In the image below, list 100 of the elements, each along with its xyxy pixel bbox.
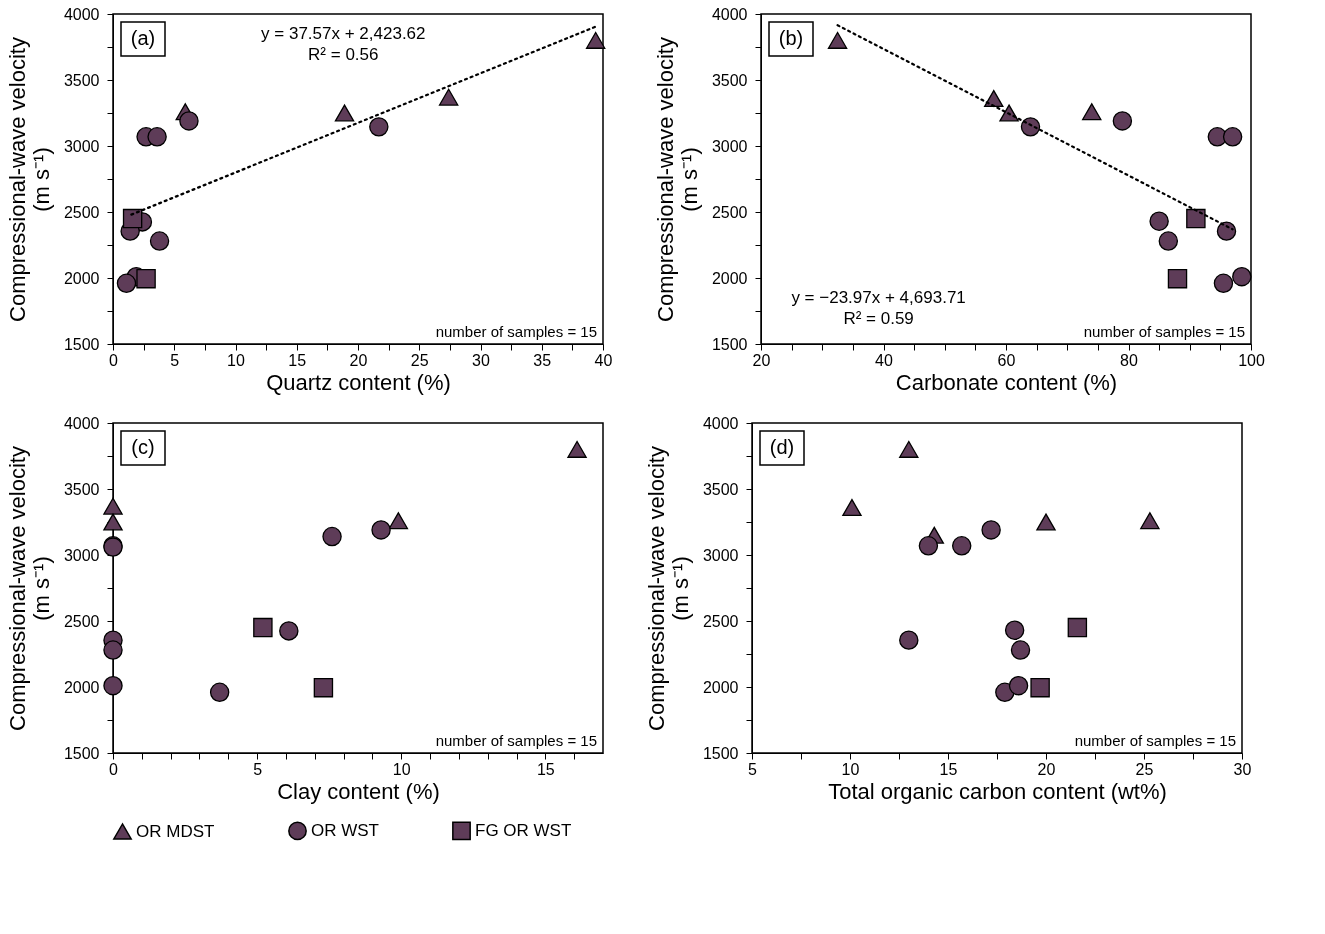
point bbox=[279, 621, 299, 641]
point bbox=[827, 31, 848, 49]
y-axis-title: Compressional-wave velocity (m s⁻¹) bbox=[4, 446, 54, 731]
y-axis-title: Compressional-wave velocity (m s⁻¹) bbox=[4, 37, 54, 322]
y-axis-title: Compressional-wave velocity (m s⁻¹) bbox=[643, 446, 693, 731]
point bbox=[918, 536, 939, 556]
y-tick-label: 3000 bbox=[63, 137, 100, 155]
y-tick-label: 2500 bbox=[63, 203, 100, 221]
annotation: R² = 0.56 bbox=[308, 45, 379, 65]
x-tick-label: 80 bbox=[1120, 351, 1138, 369]
point bbox=[1232, 266, 1252, 287]
y-tick-label: 2500 bbox=[702, 612, 739, 630]
y-tick-label: 3500 bbox=[63, 71, 100, 89]
x-axis-title: Clay content (%) bbox=[277, 778, 440, 804]
y-tick-label: 4000 bbox=[711, 5, 748, 23]
x-axis-title: Total organic carbon content (wt%) bbox=[828, 778, 1167, 804]
x-tick-label: 100 bbox=[1238, 351, 1265, 369]
point bbox=[371, 520, 391, 540]
x-tick-label: 5 bbox=[253, 760, 263, 778]
point bbox=[1213, 273, 1234, 293]
annotation: y = 37.57x + 2,423.62 bbox=[261, 23, 426, 43]
annotation: (b) bbox=[778, 27, 804, 49]
y-tick-label: 2500 bbox=[63, 612, 100, 630]
point bbox=[1036, 513, 1056, 531]
point bbox=[103, 513, 123, 531]
point bbox=[313, 677, 334, 698]
annotation: (d) bbox=[769, 436, 795, 458]
point bbox=[951, 536, 972, 556]
y-tick-label: 3000 bbox=[702, 546, 739, 564]
x-tick-label: 20 bbox=[752, 351, 771, 369]
x-axis-title: Quartz content (%) bbox=[266, 369, 451, 395]
x-tick-label: 20 bbox=[349, 351, 368, 369]
point bbox=[585, 31, 606, 49]
y-tick-label: 2000 bbox=[702, 678, 739, 696]
point bbox=[1149, 211, 1169, 231]
legend-label: OR WST bbox=[311, 820, 379, 840]
point bbox=[842, 498, 862, 516]
point bbox=[1167, 268, 1188, 289]
legend-label: FG OR WST bbox=[475, 820, 572, 840]
annotation: number of samples = 15 bbox=[435, 323, 597, 340]
y-tick-label: 2000 bbox=[711, 269, 748, 287]
y-tick-label: 3000 bbox=[63, 546, 100, 564]
point bbox=[1004, 620, 1025, 640]
y-tick-label: 1500 bbox=[63, 335, 100, 353]
y-tick-label: 2500 bbox=[711, 203, 748, 221]
point bbox=[103, 640, 123, 660]
point bbox=[1067, 617, 1088, 638]
x-tick-label: 10 bbox=[841, 760, 860, 778]
point bbox=[103, 497, 123, 515]
point bbox=[388, 512, 409, 530]
x-tick-label: 0 bbox=[109, 351, 119, 369]
point bbox=[116, 273, 137, 293]
x-tick-label: 35 bbox=[533, 351, 552, 369]
point bbox=[334, 104, 355, 122]
y-tick-label: 1500 bbox=[702, 744, 739, 762]
y-tick-label: 1500 bbox=[711, 335, 748, 353]
point bbox=[1112, 111, 1133, 131]
x-tick-label: 10 bbox=[227, 351, 245, 369]
y-tick-label: 3000 bbox=[711, 137, 748, 155]
x-tick-label: 30 bbox=[472, 351, 490, 369]
point bbox=[122, 208, 143, 229]
point bbox=[984, 89, 1004, 107]
point bbox=[1082, 103, 1102, 121]
point bbox=[981, 520, 1001, 540]
point bbox=[179, 111, 199, 131]
x-tick-label: 20 bbox=[1037, 760, 1056, 778]
point bbox=[369, 117, 389, 137]
point bbox=[438, 88, 459, 106]
point bbox=[1008, 675, 1029, 696]
point bbox=[1216, 221, 1237, 241]
point bbox=[136, 268, 156, 289]
x-tick-label: 5 bbox=[748, 760, 758, 778]
point bbox=[899, 630, 919, 650]
point bbox=[1010, 640, 1031, 660]
point bbox=[1158, 231, 1179, 251]
x-tick-label: 10 bbox=[392, 760, 411, 778]
x-axis-title: Carbonate content (%) bbox=[895, 369, 1118, 395]
y-tick-label: 3500 bbox=[711, 71, 748, 89]
y-tick-label: 4000 bbox=[63, 414, 100, 432]
y-tick-label: 2000 bbox=[63, 269, 100, 287]
y-axis-title: Compressional-wave velocity (m s⁻¹) bbox=[652, 37, 702, 322]
point bbox=[147, 127, 167, 147]
y-tick-label: 1500 bbox=[63, 744, 100, 762]
y-tick-label: 3500 bbox=[63, 480, 100, 498]
x-tick-label: 60 bbox=[997, 351, 1016, 369]
annotation: (a) bbox=[130, 27, 156, 49]
annotation: number of samples = 15 bbox=[1083, 323, 1245, 340]
point bbox=[1020, 117, 1041, 137]
point bbox=[1222, 127, 1243, 147]
point bbox=[149, 231, 170, 251]
y-tick-label: 4000 bbox=[702, 414, 739, 432]
x-tick-label: 40 bbox=[875, 351, 893, 369]
annotation: R² = 0.59 bbox=[843, 309, 914, 329]
x-tick-label: 15 bbox=[536, 760, 555, 778]
x-tick-label: 0 bbox=[109, 760, 119, 778]
y-tick-label: 2000 bbox=[63, 678, 100, 696]
x-tick-label: 30 bbox=[1233, 760, 1252, 778]
annotation: number of samples = 15 bbox=[1074, 732, 1236, 749]
annotation: (c) bbox=[131, 436, 155, 458]
x-tick-label: 25 bbox=[1135, 760, 1154, 778]
